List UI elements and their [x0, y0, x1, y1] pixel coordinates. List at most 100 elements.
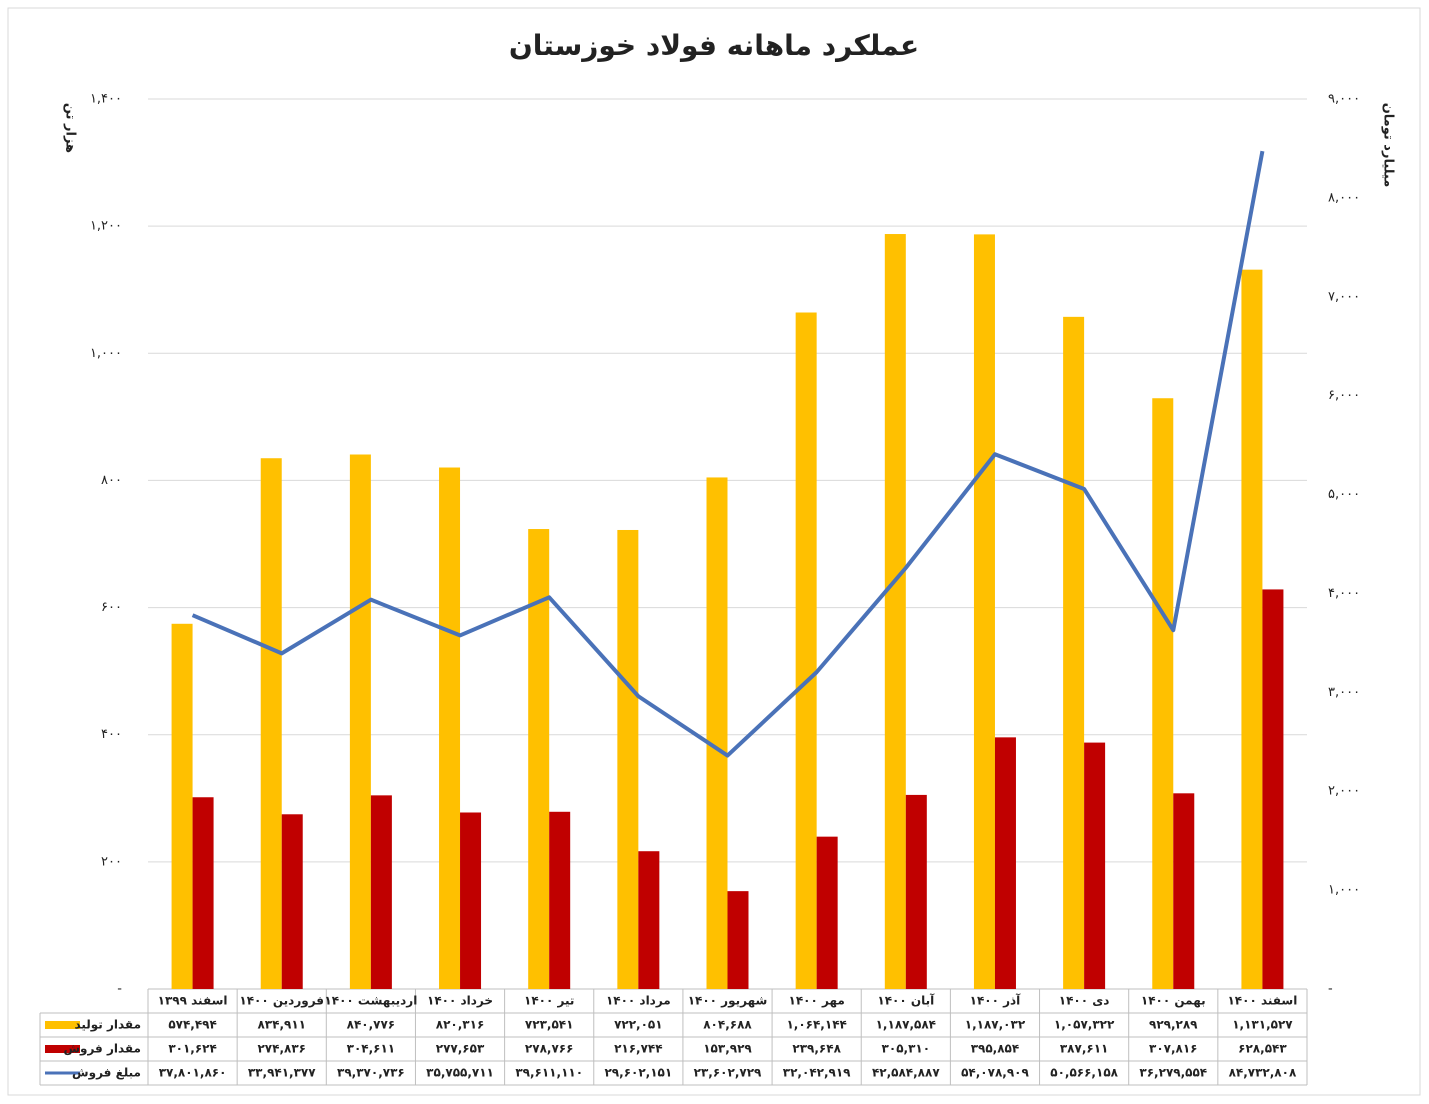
y-tick-label: ۶۰۰: [101, 600, 122, 615]
bar: [370, 795, 392, 989]
x-tick-label: فروردین ۱۴۰۰: [239, 994, 324, 1009]
table-value: ۴۲,۵۸۴,۸۸۷: [872, 1066, 940, 1080]
y2-tick-label: ۳,۰۰۰: [1328, 685, 1360, 700]
bar: [1063, 316, 1085, 989]
x-tick-label: تیر ۱۴۰۰: [524, 994, 574, 1008]
x-tick-label: مهر ۱۴۰۰: [789, 994, 845, 1008]
y2-tick-label: ۸,۰۰۰: [1328, 190, 1360, 205]
bar: [549, 811, 571, 989]
y-axis-title: هزار تن: [63, 103, 78, 153]
bar: [460, 812, 482, 989]
y-tick-label: ۱,۲۰۰: [90, 219, 122, 234]
table-value: ۱,۱۳۱,۵۲۷: [1232, 1018, 1293, 1032]
bar: [795, 312, 817, 990]
table-value: ۵۷۴,۴۹۴: [168, 1018, 217, 1032]
bar: [1241, 269, 1263, 989]
y2-tick-label: ۵,۰۰۰: [1328, 487, 1360, 502]
table-value: ۲۹,۶۰۲,۱۵۱: [604, 1066, 672, 1080]
y-tick-label: -: [117, 982, 122, 997]
bar: [260, 458, 282, 990]
y2-axis-title: میلیارد تومان: [1381, 103, 1396, 188]
x-tick-label: اسفند ۱۳۹۹: [158, 994, 228, 1008]
bar: [727, 891, 749, 989]
table-value: ۱,۰۶۴,۱۴۴: [786, 1018, 846, 1032]
table-value: ۱۵۳,۹۲۹: [703, 1042, 752, 1056]
bar: [281, 814, 303, 989]
bar: [706, 477, 728, 989]
bar: [1084, 742, 1106, 989]
table-value: ۲۷۴,۸۳۶: [257, 1042, 306, 1056]
table-value: ۸۴,۷۳۲,۸۰۸: [1229, 1066, 1297, 1080]
legend-label: مقدار فروش: [63, 1042, 141, 1057]
y-tick-label: ۱,۴۰۰: [90, 92, 122, 107]
x-tick-label: اردیبهشت ۱۴۰۰: [324, 994, 417, 1008]
y-tick-label: ۱,۰۰۰: [90, 346, 122, 361]
table-value: ۳۰۴,۶۱۱: [347, 1042, 396, 1056]
y2-tick-label: ۷,۰۰۰: [1328, 289, 1360, 304]
table-value: ۱,۱۸۷,۵۸۴: [876, 1018, 936, 1032]
bar: [171, 623, 193, 989]
table-value: ۸۳۴,۹۱۱: [257, 1018, 306, 1032]
y2-tick-label: ۱,۰۰۰: [1328, 883, 1360, 898]
table-value: ۳۳,۹۴۱,۳۷۷: [248, 1066, 316, 1080]
table-value: ۱,۱۸۷,۰۳۲: [965, 1018, 1026, 1032]
legend-label: مقدار تولید: [74, 1018, 141, 1033]
bar: [905, 794, 927, 989]
x-tick-label: مرداد ۱۴۰۰: [606, 994, 671, 1008]
y2-tick-label: ۴,۰۰۰: [1328, 586, 1360, 601]
bar: [617, 529, 639, 989]
table-value: ۹۲۹,۲۸۹: [1149, 1018, 1198, 1032]
x-tick-label: آبان ۱۴۰۰: [877, 993, 935, 1008]
x-tick-label: اسفند ۱۴۰۰: [1227, 994, 1297, 1008]
bar: [884, 234, 906, 989]
x-tick-label: خرداد ۱۴۰۰: [427, 994, 493, 1008]
table-value: ۳۲,۰۴۲,۹۱۹: [783, 1066, 851, 1080]
y2-tick-label: ۶,۰۰۰: [1328, 388, 1360, 403]
legend-swatch: [45, 1045, 80, 1053]
table-value: ۷۲۲,۰۵۱: [614, 1018, 663, 1032]
table-value: ۵۰,۵۶۶,۱۵۸: [1050, 1066, 1118, 1080]
table-value: ۸۰۴,۶۸۸: [703, 1018, 752, 1032]
table-value: ۳۰۵,۳۱۰: [882, 1042, 931, 1056]
table-value: ۳۹,۶۱۱,۱۱۰: [515, 1066, 583, 1080]
table-value: ۳۹,۳۷۰,۷۳۶: [337, 1066, 405, 1080]
bar: [349, 454, 371, 989]
bar: [1152, 398, 1174, 990]
x-tick-label: دی ۱۴۰۰: [1059, 994, 1110, 1008]
bar: [192, 797, 214, 989]
table-value: ۳۹۵,۸۵۴: [971, 1042, 1020, 1056]
legend-swatch: [45, 1021, 80, 1029]
bar: [528, 529, 550, 989]
table-value: ۲۳,۶۰۲,۷۲۹: [694, 1066, 762, 1080]
table-value: ۳۷,۸۰۱,۸۶۰: [159, 1066, 227, 1080]
bar: [973, 234, 995, 990]
y-tick-label: ۸۰۰: [101, 473, 122, 488]
chart-title: عملکرد ماهانه فولاد خوزستان: [509, 29, 919, 62]
y2-tick-label: ۹,۰۰۰: [1328, 92, 1360, 107]
legend-label: مبلغ فروش: [72, 1066, 141, 1081]
bar: [439, 467, 461, 989]
bar: [1262, 589, 1284, 989]
table-value: ۳۰۷,۸۱۶: [1149, 1042, 1198, 1056]
y-tick-label: ۲۰۰: [101, 854, 122, 869]
bar: [638, 851, 660, 989]
table-value: ۳۶,۲۷۹,۵۵۴: [1139, 1066, 1207, 1080]
x-tick-label: آذر ۱۴۰۰: [970, 993, 1022, 1008]
y2-tick-label: ۲,۰۰۰: [1328, 784, 1360, 799]
line: [191, 150, 1265, 758]
table-value: ۱,۰۵۷,۳۲۲: [1054, 1018, 1115, 1032]
table-value: ۷۲۳,۵۴۱: [525, 1018, 574, 1032]
x-tick-label: شهریور ۱۴۰۰: [688, 994, 768, 1009]
bar: [994, 737, 1016, 989]
table-value: ۲۳۹,۶۴۸: [792, 1042, 841, 1056]
x-tick-label: بهمن ۱۴۰۰: [1141, 994, 1206, 1008]
y2-tick-label: -: [1328, 982, 1333, 997]
table-value: ۶۲۸,۵۴۳: [1238, 1042, 1287, 1056]
bar: [1173, 793, 1195, 989]
table-value: ۲۷۸,۷۶۶: [525, 1042, 574, 1056]
table-value: ۵۴,۰۷۸,۹۰۹: [961, 1066, 1029, 1080]
table-value: ۳۸۷,۶۱۱: [1060, 1042, 1109, 1056]
table-value: ۸۲۰,۳۱۶: [436, 1018, 485, 1032]
table-value: ۲۷۷,۶۵۳: [436, 1042, 485, 1056]
